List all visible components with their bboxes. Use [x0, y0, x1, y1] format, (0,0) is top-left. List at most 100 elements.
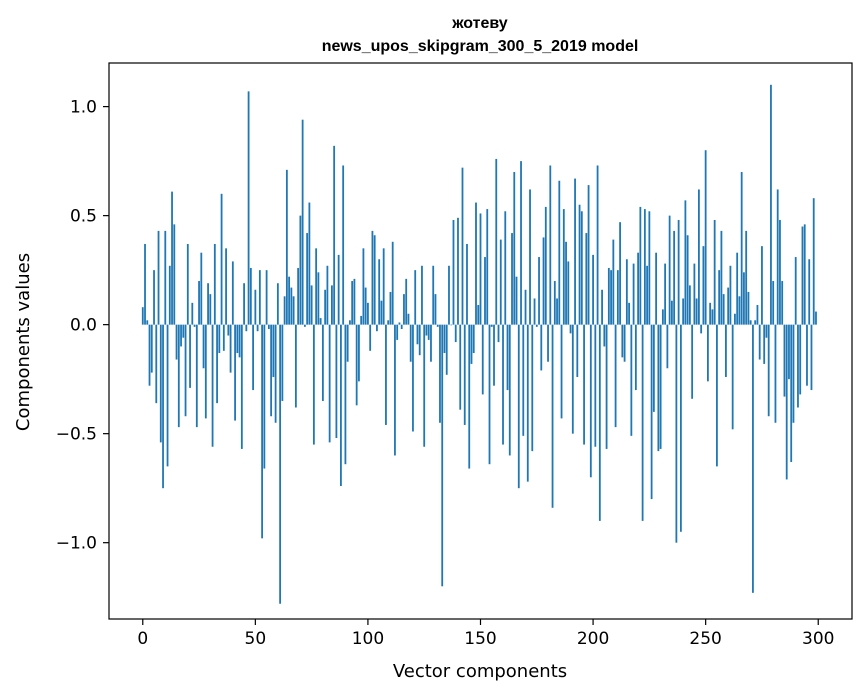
bar-161	[504, 211, 507, 325]
bar-112	[394, 324, 396, 456]
bar-47	[247, 91, 250, 325]
bar-137	[450, 324, 453, 326]
bar-208	[610, 270, 612, 325]
bar-58	[272, 324, 275, 377]
bar-244	[691, 324, 694, 399]
bar-59	[274, 324, 277, 423]
bar-263	[734, 313, 736, 325]
bar-90	[344, 324, 347, 465]
bar-188	[565, 241, 567, 325]
bar-96	[358, 324, 360, 382]
bar-15	[175, 324, 178, 360]
x-tick-label: 250	[689, 629, 721, 649]
bar-266	[740, 172, 743, 325]
bar-122	[416, 324, 419, 345]
bar-271	[752, 324, 754, 593]
bar-251	[707, 324, 709, 382]
bar-85	[333, 145, 336, 325]
bar-246	[695, 298, 698, 325]
bar-70	[299, 215, 302, 325]
bar-127	[427, 324, 430, 340]
bar-41	[234, 324, 236, 421]
bar-24	[195, 324, 198, 428]
bar-4	[150, 324, 153, 373]
bar-68	[294, 324, 297, 408]
bar-107	[382, 248, 385, 325]
bar-91	[346, 324, 349, 362]
bar-144	[466, 243, 468, 325]
bar-294	[803, 224, 806, 325]
y-tick-label: −0.5	[56, 425, 97, 445]
bar-117	[405, 278, 408, 325]
bar-139	[454, 324, 457, 343]
bar-74	[308, 202, 311, 325]
bar-210	[614, 324, 617, 428]
bar-192	[574, 178, 576, 325]
bar-109	[387, 320, 390, 325]
bar-131	[436, 324, 439, 327]
bar-148	[475, 202, 477, 325]
bar-88	[340, 324, 342, 486]
bar-153	[486, 209, 489, 325]
bar-84	[331, 285, 333, 325]
bar-162	[506, 324, 509, 391]
bar-154	[488, 324, 491, 465]
bar-108	[385, 324, 387, 425]
bar-195	[580, 211, 583, 325]
bar-274	[758, 324, 761, 360]
y-tick-label: 0.0	[70, 316, 97, 336]
bar-187	[562, 209, 565, 325]
bar-44	[240, 324, 243, 449]
bar-207	[607, 267, 610, 325]
bar-17	[180, 324, 182, 347]
bar-18	[182, 324, 185, 338]
bar-135	[445, 324, 448, 375]
bar-233	[666, 324, 669, 369]
bar-269	[747, 291, 750, 325]
bar-51	[256, 324, 259, 332]
bar-217	[630, 324, 633, 436]
bar-60	[276, 283, 279, 325]
bar-140	[457, 217, 459, 325]
bar-289	[792, 324, 795, 423]
bar-19	[184, 324, 187, 417]
bar-182	[551, 324, 554, 508]
bar-179	[544, 206, 547, 325]
bar-216	[628, 302, 630, 325]
bar-50	[254, 289, 257, 325]
bar-165	[513, 172, 516, 325]
bar-218	[632, 263, 635, 325]
bar-270	[749, 320, 752, 325]
bar-235	[670, 300, 673, 325]
bar-2	[146, 320, 149, 325]
bar-240	[682, 298, 685, 325]
bar-183	[553, 281, 556, 325]
bar-285	[783, 324, 786, 397]
bar-206	[605, 324, 608, 449]
bar-290	[794, 257, 797, 325]
bar-0	[141, 307, 144, 325]
bar-57	[270, 324, 273, 417]
bar-94	[353, 278, 356, 325]
bar-22	[191, 302, 194, 325]
bar-286	[785, 324, 788, 480]
bar-185	[558, 180, 561, 325]
bar-261	[729, 265, 732, 325]
bar-284	[781, 281, 784, 325]
bar-1	[144, 243, 146, 325]
bar-201	[594, 324, 597, 447]
bar-237	[675, 324, 678, 543]
bar-272	[754, 320, 757, 325]
bar-147	[472, 324, 475, 353]
bar-232	[664, 263, 667, 325]
bar-279	[770, 84, 772, 325]
bar-247	[698, 189, 700, 325]
bar-176	[538, 257, 540, 325]
bar-20	[186, 243, 189, 325]
bar-31	[211, 324, 214, 447]
bar-66	[290, 287, 293, 325]
bar-151	[481, 324, 484, 395]
bar-211	[616, 270, 619, 325]
bar-191	[571, 324, 574, 434]
x-axis-label: Vector components	[393, 661, 567, 682]
